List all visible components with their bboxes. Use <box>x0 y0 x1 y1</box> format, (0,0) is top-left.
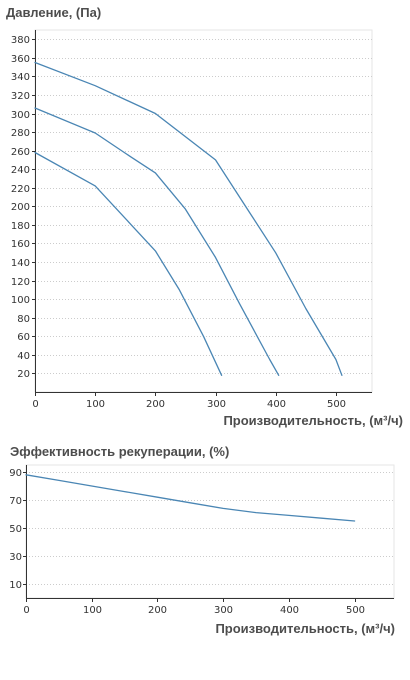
y-tick-label: 80 <box>17 314 30 325</box>
y-tick-label: 160 <box>11 239 30 250</box>
y-tick-label: 360 <box>11 54 30 65</box>
y-tick-label: 340 <box>11 72 30 83</box>
x-tick-label: 100 <box>83 605 102 616</box>
series-line-1 <box>34 151 223 376</box>
pressure-chart-svg: 20 40 60 80 100 120 140 160 180 200 220 240 260 280 30… <box>6 5 403 428</box>
chart-title: Эффективность рекуперации, (%) <box>10 444 229 459</box>
x-tick-label: 200 <box>148 605 167 616</box>
y-tick-label: 90 <box>9 468 22 479</box>
y-tick-label: 20 <box>17 369 30 380</box>
x-tick-label: 500 <box>327 399 346 410</box>
x-tick-label: 500 <box>346 605 365 616</box>
chart-title: Давление, (Па) <box>6 5 101 20</box>
y-tick-label: 300 <box>11 110 30 121</box>
plot-area <box>25 464 395 599</box>
y-tick-label: 380 <box>11 35 30 46</box>
x-axis-label: Производительность, (м³/ч) <box>215 621 395 636</box>
x-tick-label: 300 <box>214 605 233 616</box>
y-tick-label: 100 <box>11 295 30 306</box>
efficiency-chart: 10 30 50 70 90 0 100 200 300 400 500 Эффективность … <box>0 432 410 652</box>
y-tick-label: 320 <box>11 91 30 102</box>
series-line-2 <box>34 107 280 376</box>
y-tick-label: 220 <box>11 184 30 195</box>
y-tick-label: 30 <box>9 552 22 563</box>
y-tick-label: 240 <box>11 165 30 176</box>
y-tick-label: 140 <box>11 258 30 269</box>
x-tick-label: 300 <box>207 399 226 410</box>
x-tick-label: 100 <box>86 399 105 410</box>
x-tick-label: 0 <box>32 399 38 410</box>
y-tick-label: 280 <box>11 128 30 139</box>
series-line-3 <box>34 61 343 376</box>
y-tick-label: 260 <box>11 147 30 158</box>
series-line-1 <box>25 474 356 522</box>
y-tick-label: 70 <box>9 496 22 507</box>
y-tick-label: 40 <box>17 351 30 362</box>
x-axis-label: Производительность, (м³/ч) <box>223 413 403 428</box>
y-tick-label: 60 <box>17 332 30 343</box>
y-tick-label: 50 <box>9 524 22 535</box>
y-tick-label: 180 <box>11 221 30 232</box>
y-tick-label: 10 <box>9 580 22 591</box>
x-tick-label: 400 <box>267 399 286 410</box>
pressure-chart: 20 40 60 80 100 120 140 160 180 200 220 240 260 280 30… <box>6 5 403 428</box>
x-tick-label: 0 <box>23 605 29 616</box>
y-tick-label: 120 <box>11 277 30 288</box>
x-tick-label: 400 <box>280 605 299 616</box>
efficiency-chart-svg: 10 30 50 70 90 0 100 200 300 400 500 Эффективность … <box>9 444 395 636</box>
x-tick-label: 200 <box>146 399 165 410</box>
y-tick-label: 200 <box>11 202 30 213</box>
